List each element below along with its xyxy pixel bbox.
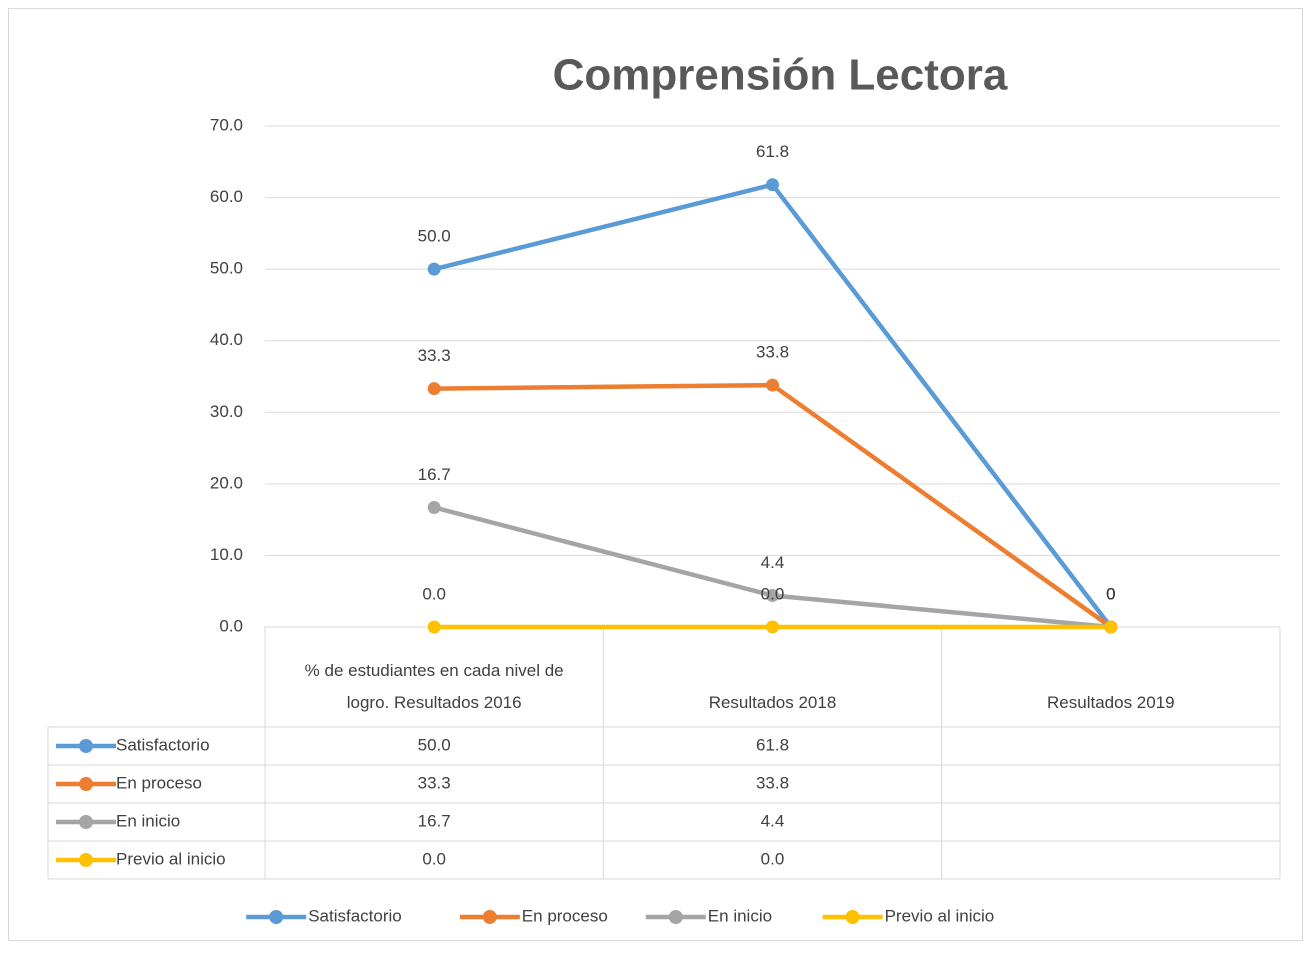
data-label: 0.0 [422, 584, 446, 603]
data-label: 33.3 [418, 346, 451, 365]
x-tick-label: Resultados 2018 [708, 693, 837, 712]
y-tick-label: 60.0 [210, 187, 243, 206]
y-tick-label: 10.0 [210, 545, 243, 564]
table-value: 4.4 [761, 811, 785, 830]
table-legend-key [79, 739, 93, 753]
table-legend-key [79, 853, 93, 867]
table-series-name: En inicio [116, 811, 180, 830]
category-cell: % de estudiantes en cada nivel de logro.… [304, 661, 564, 712]
legend-key [482, 910, 497, 924]
data-label: 50.0 [418, 227, 451, 246]
table-value: 33.3 [418, 773, 451, 792]
category-cell: Resultados 2019 [1047, 693, 1175, 712]
point [427, 500, 441, 514]
table-value: 0.0 [422, 849, 446, 868]
legend-label: Previo al inicio [885, 906, 995, 925]
data-label: 4.4 [761, 553, 785, 572]
y-tick-label: 40.0 [210, 330, 243, 349]
table-value: 61.8 [756, 735, 789, 754]
legend-key [269, 910, 284, 924]
y-tick-label: 20.0 [210, 473, 243, 492]
legend-label: Satisfactorio [308, 906, 402, 925]
table-series-name: En proceso [116, 773, 202, 792]
y-tick-label: 70.0 [210, 115, 243, 134]
data-label: 16.7 [418, 465, 451, 484]
data-label: 33.8 [756, 343, 789, 362]
table-series-name: Previo al inicio [116, 849, 226, 868]
point [427, 262, 441, 276]
legend-label: En proceso [522, 906, 608, 925]
category-cell: Resultados 2018 [708, 693, 837, 712]
table-legend-key [79, 777, 93, 791]
data-label: 0 [1106, 584, 1115, 603]
point [427, 620, 441, 634]
point [1104, 620, 1118, 634]
data-label: 0 [1106, 584, 1115, 603]
table-series-name: Satisfactorio [116, 735, 210, 754]
table-value: 50.0 [418, 735, 451, 754]
x-tick-label: Resultados 2019 [1047, 693, 1175, 712]
point [766, 378, 779, 392]
point [427, 382, 441, 396]
table-value: 16.7 [418, 811, 451, 830]
data-label: 0 [1106, 584, 1115, 603]
chart-title: Comprensión Lectora [553, 51, 1008, 100]
data-label: 0 [1106, 584, 1115, 603]
x-tick-label: % de estudiantes en cada nivel de logro.… [304, 661, 564, 712]
table-value: 33.8 [756, 773, 789, 792]
point [766, 178, 779, 192]
point [766, 620, 779, 634]
y-tick-label: 0.0 [219, 616, 243, 635]
data-label: 0.0 [761, 584, 785, 603]
point [766, 589, 779, 603]
data-label: 61.8 [756, 142, 789, 161]
legend-key [845, 910, 860, 924]
y-tick-label: 30.0 [210, 402, 243, 421]
legend-label: En inicio [708, 906, 772, 925]
chart-border [8, 8, 1303, 941]
table-value: 0.0 [761, 849, 785, 868]
y-tick-label: 50.0 [210, 259, 243, 278]
legend-key [668, 910, 683, 924]
table-legend-key [79, 815, 93, 829]
